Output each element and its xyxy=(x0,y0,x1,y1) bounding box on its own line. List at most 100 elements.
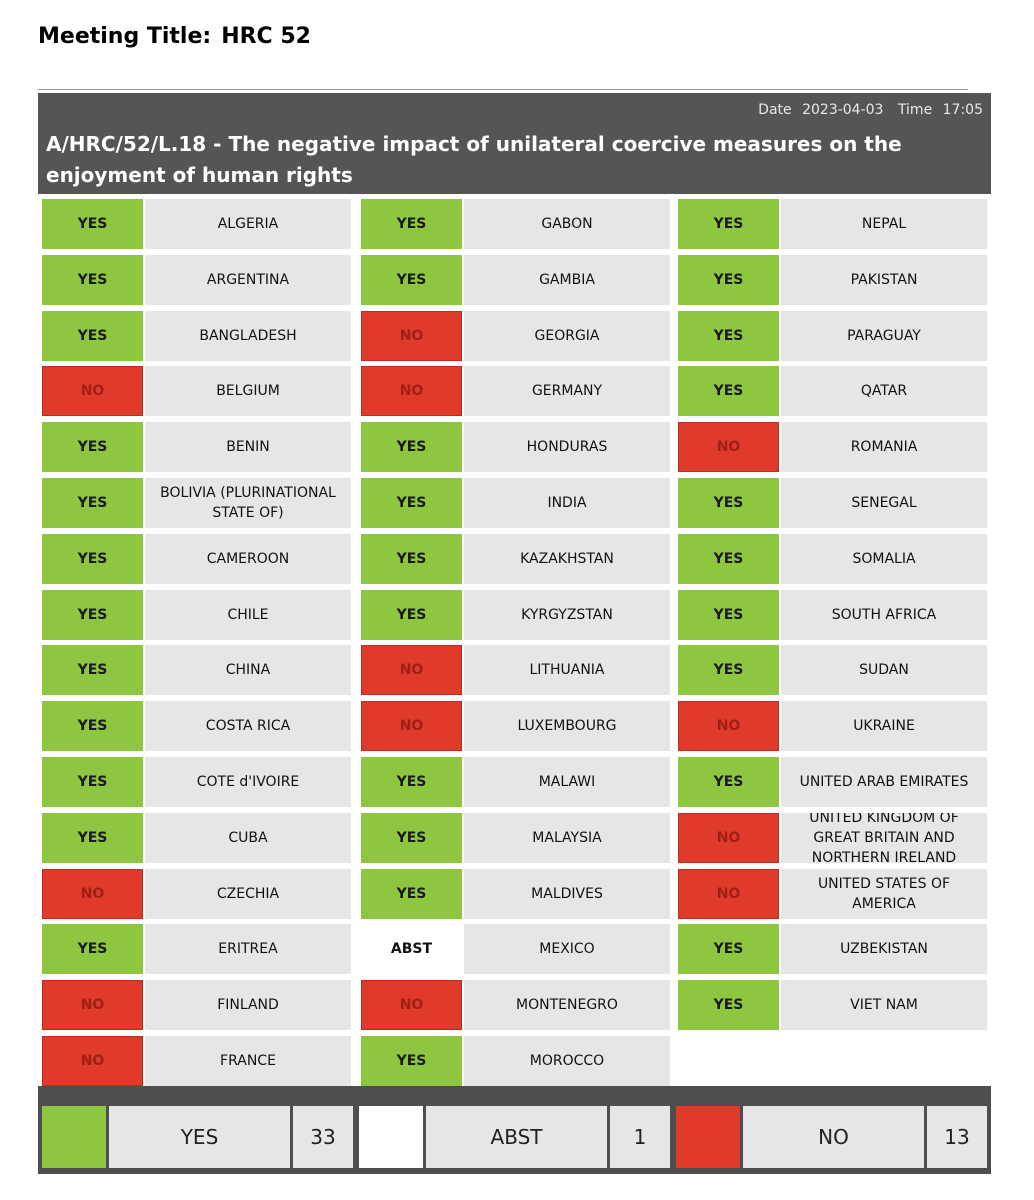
vote-row: YES QATAR xyxy=(678,366,987,416)
summary-abst: ABST 1 xyxy=(359,1106,670,1168)
vote-row: YES SENEGAL xyxy=(678,478,987,528)
vote-row: YES MALDIVES xyxy=(361,869,670,919)
country-name: GABON xyxy=(464,199,670,249)
vote-row: YES UZBEKISTAN xyxy=(678,924,987,974)
country-name: VIET NAM xyxy=(781,980,987,1030)
vote-badge: YES xyxy=(361,255,462,305)
summary-count: 1 xyxy=(610,1106,670,1168)
summary-yes: YES 33 xyxy=(42,1106,353,1168)
country-name: FINLAND xyxy=(145,980,351,1030)
vote-badge: NO xyxy=(361,980,462,1030)
vote-badge: NO xyxy=(42,366,143,416)
vote-row: YES COSTA RICA xyxy=(42,701,351,751)
country-name: CAMEROON xyxy=(145,534,351,584)
resolution-title: A/HRC/52/L.18 - The negative impact of u… xyxy=(46,132,902,187)
country-name: MALDIVES xyxy=(464,869,670,919)
vote-badge: YES xyxy=(678,366,779,416)
country-name: ERITREA xyxy=(145,924,351,974)
country-name: CZECHIA xyxy=(145,869,351,919)
vote-row: NO LITHUANIA xyxy=(361,645,670,695)
vote-badge: NO xyxy=(42,980,143,1030)
summary-count: 33 xyxy=(293,1106,353,1168)
vote-badge: YES xyxy=(361,1036,462,1086)
vote-badge: YES xyxy=(42,645,143,695)
meeting-title-label: Meeting Title: xyxy=(38,24,212,49)
vote-badge: YES xyxy=(678,980,779,1030)
summary-swatch xyxy=(42,1106,106,1168)
country-name: UZBEKISTAN xyxy=(781,924,987,974)
divider xyxy=(38,89,968,90)
vote-row: NO UKRAINE xyxy=(678,701,987,751)
vote-badge: YES xyxy=(42,590,143,640)
vote-badge: YES xyxy=(361,869,462,919)
vote-badge: NO xyxy=(361,311,462,361)
time-value: 17:05 xyxy=(942,102,983,118)
resolution-header: Date 2023-04-03 Time 17:05 A/HRC/52/L.18… xyxy=(38,93,991,194)
vote-badge: YES xyxy=(361,813,462,863)
vote-badge: YES xyxy=(678,757,779,807)
vote-row: YES BOLIVIA (PLURINATIONAL STATE OF) xyxy=(42,478,351,528)
vote-badge: NO xyxy=(678,701,779,751)
vote-badge: NO xyxy=(42,869,143,919)
vote-badge: YES xyxy=(42,813,143,863)
vote-badge: YES xyxy=(678,590,779,640)
summary-label: ABST xyxy=(426,1106,607,1168)
meeting-title-value: HRC 52 xyxy=(221,24,311,49)
vote-row: YES SOMALIA xyxy=(678,534,987,584)
vote-row: YES CAMEROON xyxy=(42,534,351,584)
vote-summary: YES 33 ABST 1 NO 13 xyxy=(38,1086,991,1174)
country-name: GERMANY xyxy=(464,366,670,416)
datetime: Date 2023-04-03 Time 17:05 xyxy=(758,102,983,118)
country-name: CHILE xyxy=(145,590,351,640)
vote-row: NO BELGIUM xyxy=(42,366,351,416)
vote-row: NO FINLAND xyxy=(42,980,351,1030)
country-name: MONTENEGRO xyxy=(464,980,670,1030)
vote-badge: NO xyxy=(678,422,779,472)
country-name: BENIN xyxy=(145,422,351,472)
vote-row: YES CUBA xyxy=(42,813,351,863)
summary-label: NO xyxy=(743,1106,924,1168)
vote-row: YES GABON xyxy=(361,199,670,249)
vote-badge: NO xyxy=(361,366,462,416)
vote-badge: YES xyxy=(42,422,143,472)
vote-badge: YES xyxy=(361,478,462,528)
vote-badge: YES xyxy=(678,478,779,528)
vote-badge: YES xyxy=(42,478,143,528)
summary-swatch xyxy=(676,1106,740,1168)
summary-label: YES xyxy=(109,1106,290,1168)
meeting-title: Meeting Title: HRC 52 xyxy=(38,24,311,49)
country-name: INDIA xyxy=(464,478,670,528)
vote-row: NO FRANCE xyxy=(42,1036,351,1086)
country-name: LUXEMBOURG xyxy=(464,701,670,751)
country-name: BOLIVIA (PLURINATIONAL STATE OF) xyxy=(145,478,351,528)
date-value: 2023-04-03 xyxy=(802,102,884,118)
vote-badge: NO xyxy=(42,1036,143,1086)
vote-badge: YES xyxy=(361,590,462,640)
vote-row: YES KAZAKHSTAN xyxy=(361,534,670,584)
vote-badge: YES xyxy=(42,311,143,361)
vote-badge: YES xyxy=(678,311,779,361)
vote-row: YES BENIN xyxy=(42,422,351,472)
vote-row: NO GERMANY xyxy=(361,366,670,416)
country-name: CHINA xyxy=(145,645,351,695)
vote-grid: YES ALGERIA YES ARGENTINA YES BANGLADESH NO BEL… xyxy=(38,194,991,1086)
summary-swatch xyxy=(359,1106,423,1168)
country-name: BELGIUM xyxy=(145,366,351,416)
country-name: ARGENTINA xyxy=(145,255,351,305)
country-name: UNITED STATES OF AMERICA xyxy=(781,869,987,919)
vote-row: NO UNITED KINGDOM OF GREAT BRITAIN AND NO… xyxy=(678,813,987,863)
vote-row: YES KYRGYZSTAN xyxy=(361,590,670,640)
country-name: HONDURAS xyxy=(464,422,670,472)
country-name: ALGERIA xyxy=(145,199,351,249)
country-name: MOROCCO xyxy=(464,1036,670,1086)
vote-badge: YES xyxy=(361,757,462,807)
country-name: CUBA xyxy=(145,813,351,863)
country-name: UNITED KINGDOM OF GREAT BRITAIN AND NORT… xyxy=(781,813,987,863)
vote-row: YES ALGERIA xyxy=(42,199,351,249)
country-name: COSTA RICA xyxy=(145,701,351,751)
vote-row: YES MALAYSIA xyxy=(361,813,670,863)
country-name: MALAWI xyxy=(464,757,670,807)
country-name: FRANCE xyxy=(145,1036,351,1086)
vote-row: YES INDIA xyxy=(361,478,670,528)
vote-badge: NO xyxy=(678,869,779,919)
